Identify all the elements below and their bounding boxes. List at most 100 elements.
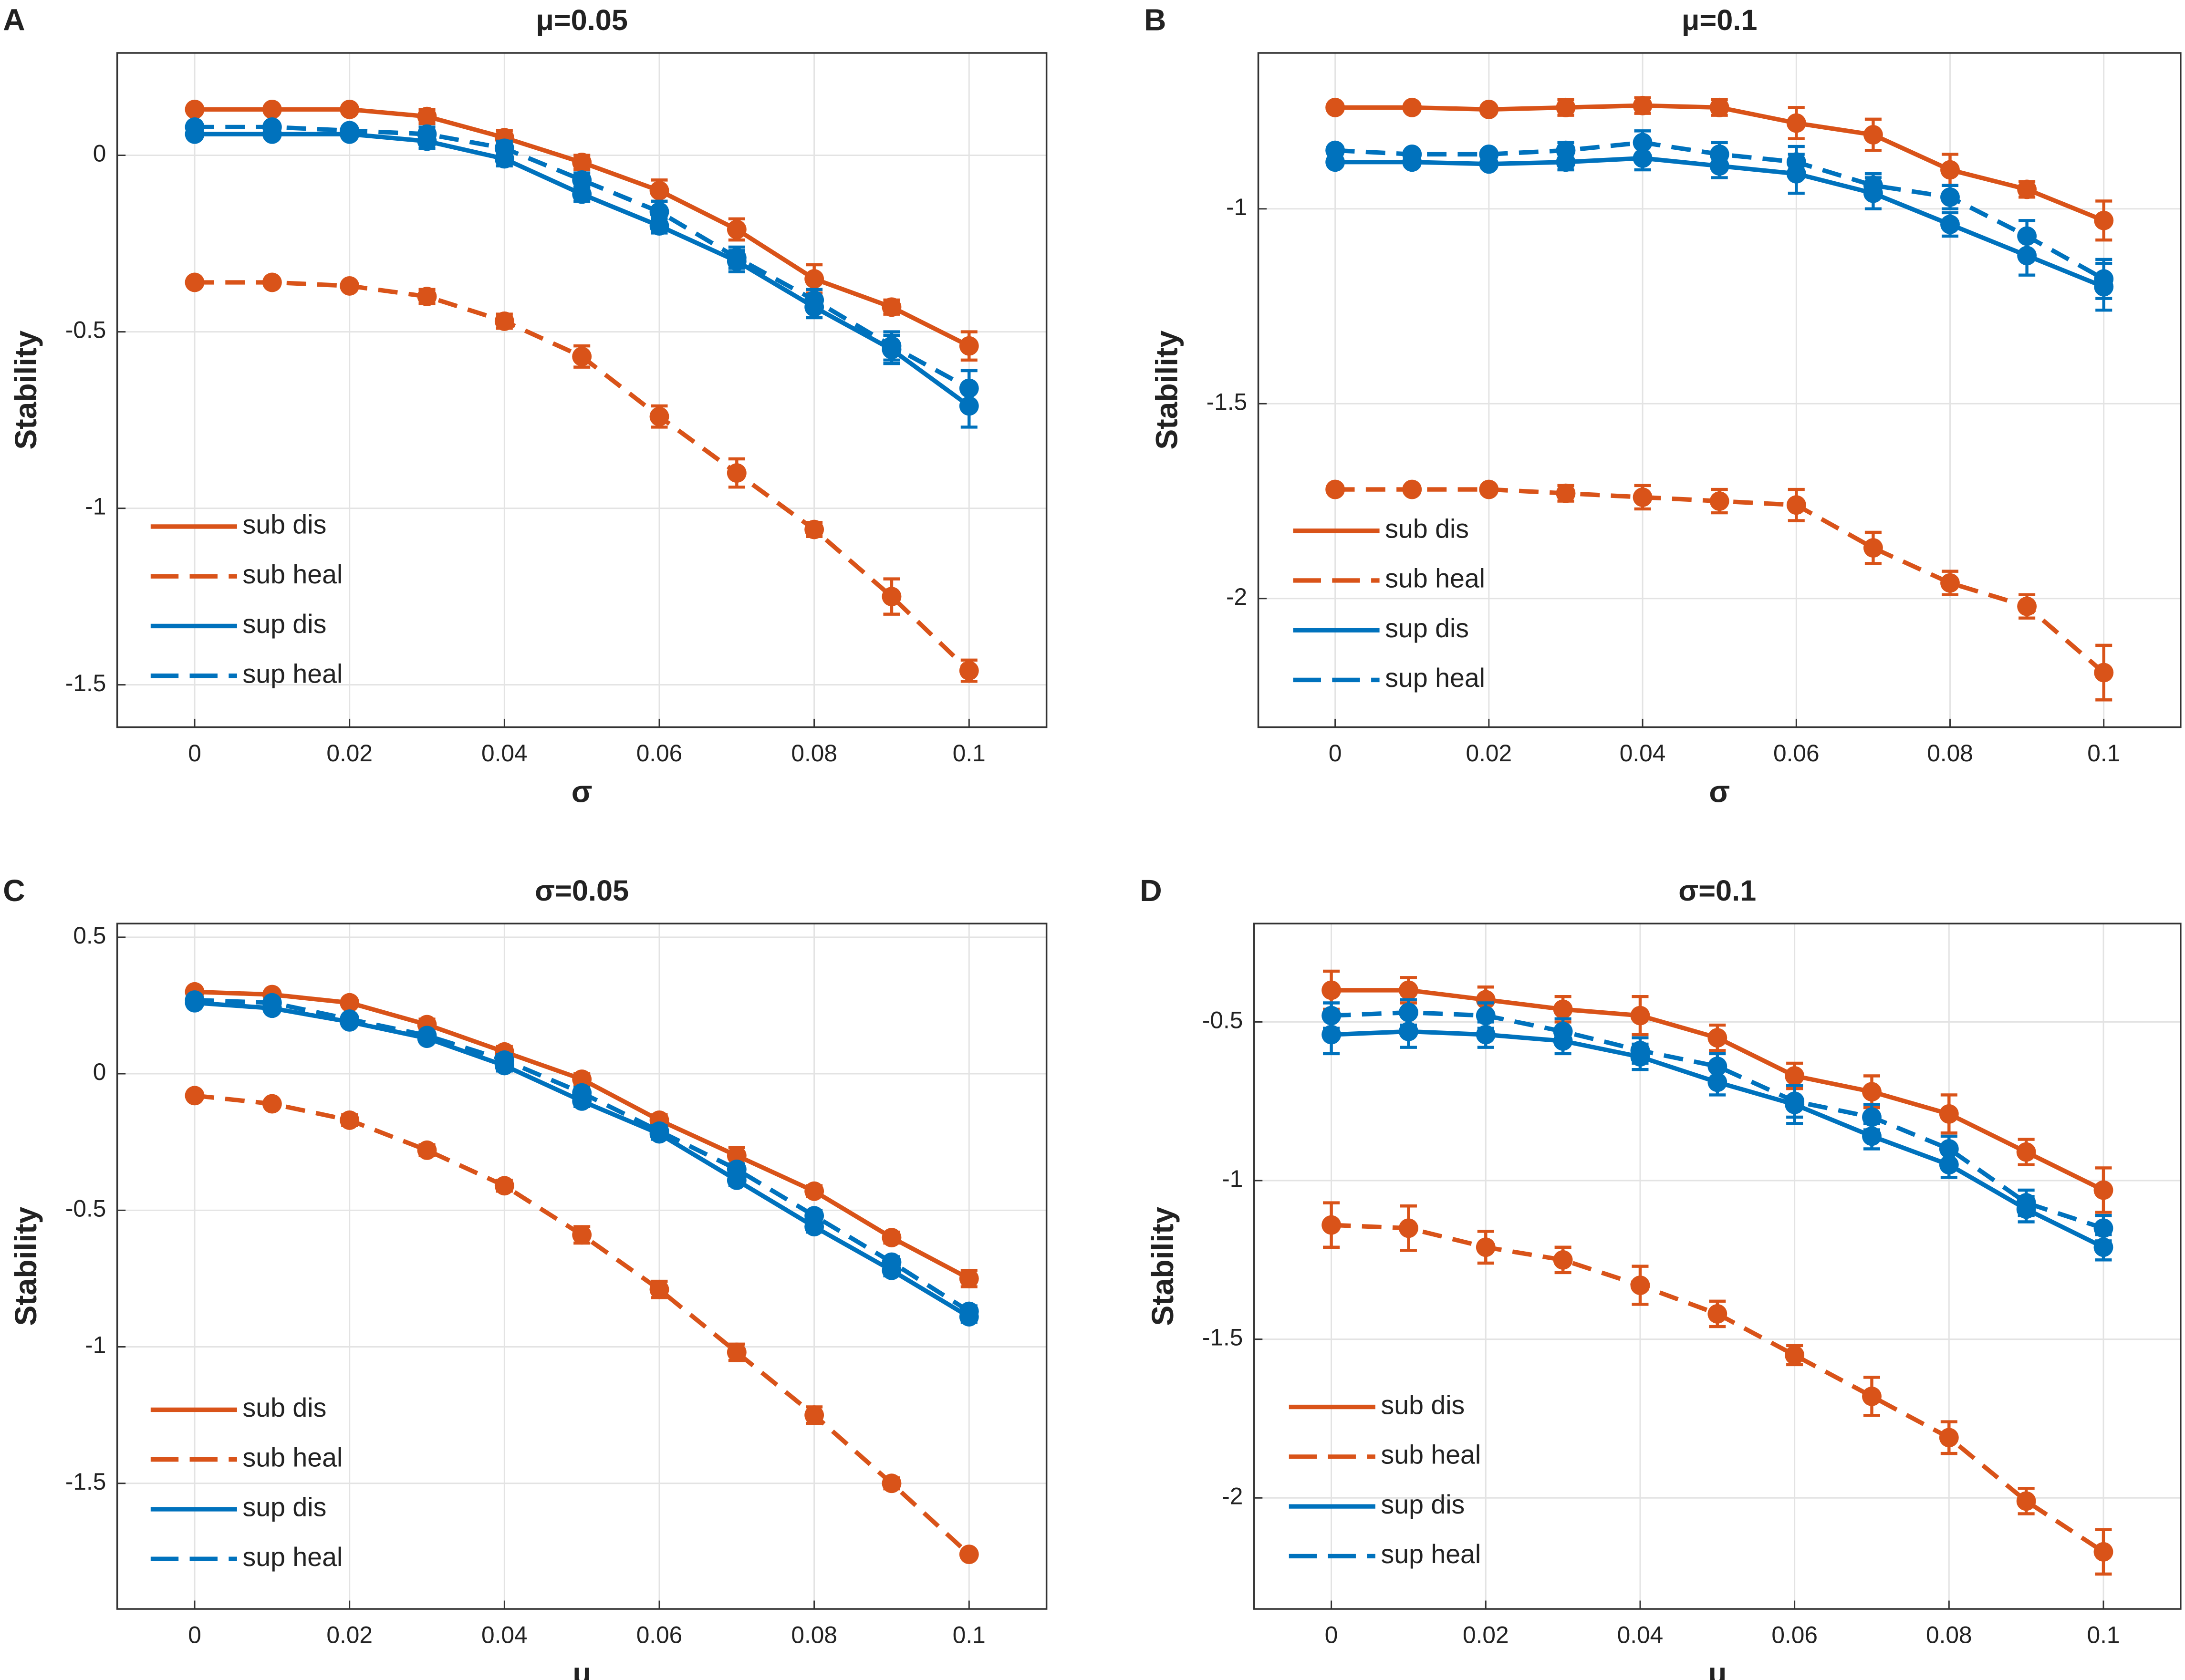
chart-title: σ=0.1 — [1678, 874, 1756, 907]
point — [262, 117, 282, 137]
point — [1709, 491, 1729, 511]
point — [417, 124, 437, 144]
point — [1709, 97, 1729, 117]
x-tick-label: 0.02 — [1466, 740, 1512, 767]
x-tick-label: 0.1 — [953, 740, 986, 767]
chart-title: μ=0.1 — [1682, 3, 1758, 36]
legend-label: sup dis — [1385, 613, 1469, 643]
point — [1399, 1218, 1418, 1238]
chart-title: σ=0.05 — [535, 874, 629, 907]
legend-label: sup heal — [1381, 1539, 1481, 1569]
point — [1402, 97, 1422, 117]
x-tick-label: 0.06 — [1773, 740, 1820, 767]
y-tick-label: -1.5 — [1207, 388, 1248, 415]
legend-label: sub heal — [243, 1442, 343, 1472]
point — [1479, 144, 1499, 164]
point — [882, 297, 902, 317]
point — [2093, 1180, 2113, 1200]
x-axis-label: μ — [1708, 1656, 1727, 1680]
point — [1556, 483, 1576, 503]
point — [1399, 980, 1418, 1000]
x-tick-label: 0.08 — [791, 740, 837, 767]
y-axis-label: Stability — [1150, 331, 1184, 450]
point — [1553, 1021, 1573, 1041]
legend-label: sub dis — [243, 510, 327, 539]
point — [1321, 980, 1342, 1000]
legend-label: sub dis — [243, 1393, 327, 1422]
point — [340, 1110, 360, 1130]
point — [882, 1252, 902, 1272]
point — [1785, 1066, 1805, 1086]
panel-label: C — [3, 873, 25, 908]
point — [1707, 1057, 1727, 1077]
point — [1707, 1028, 1727, 1048]
point — [185, 117, 205, 137]
point — [572, 1225, 592, 1245]
point — [804, 269, 824, 289]
point — [1630, 1006, 1650, 1026]
x-tick-label: 0 — [1329, 740, 1342, 767]
point — [1863, 538, 1883, 558]
axes-box — [1253, 923, 2182, 1610]
point — [804, 290, 824, 310]
point — [185, 272, 205, 292]
x-tick-label: 0.1 — [2087, 1622, 2120, 1649]
y-tick-label: -2 — [1222, 1483, 1243, 1509]
point — [1399, 1003, 1418, 1022]
point — [1862, 1386, 1882, 1406]
point — [494, 1176, 514, 1196]
point — [1786, 152, 1806, 172]
y-tick-label: -1 — [1226, 194, 1247, 220]
point — [1630, 1040, 1650, 1060]
point — [340, 1009, 360, 1029]
axes-box — [116, 52, 1048, 728]
y-tick-label: -2 — [1226, 583, 1247, 610]
y-tick-label: -1 — [1222, 1165, 1243, 1192]
point — [572, 170, 592, 190]
legend-label: sup heal — [243, 1542, 343, 1572]
x-tick-label: 0.08 — [1926, 1622, 1972, 1649]
series-line — [1331, 1010, 2104, 1231]
point — [1479, 479, 1499, 499]
point — [882, 587, 902, 607]
x-tick-label: 0.1 — [953, 1622, 986, 1649]
point — [959, 1268, 979, 1288]
legend-label: sup dis — [243, 609, 327, 639]
point — [1479, 100, 1499, 119]
point — [572, 1083, 592, 1103]
point — [959, 661, 979, 681]
x-tick-label: 0 — [188, 1622, 201, 1649]
legend-label: sub heal — [243, 560, 343, 589]
y-tick-label: -1 — [85, 493, 106, 520]
axes-box — [1257, 52, 2182, 728]
x-tick-label: 0.04 — [1617, 1622, 1664, 1649]
x-axis-label: σ — [1709, 775, 1730, 809]
point — [1325, 140, 1345, 160]
panel-label: D — [1140, 873, 1162, 908]
point — [2016, 1142, 2036, 1162]
point — [2093, 1218, 2113, 1238]
point — [494, 138, 514, 158]
y-tick-label: -0.5 — [65, 317, 106, 343]
point — [1786, 113, 1806, 133]
point — [649, 1121, 669, 1141]
point — [649, 1279, 669, 1299]
point — [1321, 1215, 1342, 1235]
x-axis-label: μ — [572, 1656, 591, 1680]
point — [1939, 1104, 1959, 1124]
point — [340, 993, 360, 1013]
x-tick-label: 0.02 — [326, 1622, 373, 1649]
point — [649, 202, 669, 222]
point — [1556, 140, 1576, 160]
point — [1862, 1082, 1882, 1102]
legend-label: sup heal — [243, 659, 343, 688]
chart-title: μ=0.05 — [536, 3, 628, 36]
point — [2017, 596, 2037, 616]
y-tick-label: -1 — [85, 1332, 106, 1359]
y-axis-label: Stability — [1145, 1206, 1180, 1326]
point — [417, 106, 437, 126]
point — [1553, 999, 1573, 1019]
point — [2017, 179, 2037, 199]
y-tick-label: 0.5 — [73, 922, 106, 949]
point — [340, 99, 360, 119]
